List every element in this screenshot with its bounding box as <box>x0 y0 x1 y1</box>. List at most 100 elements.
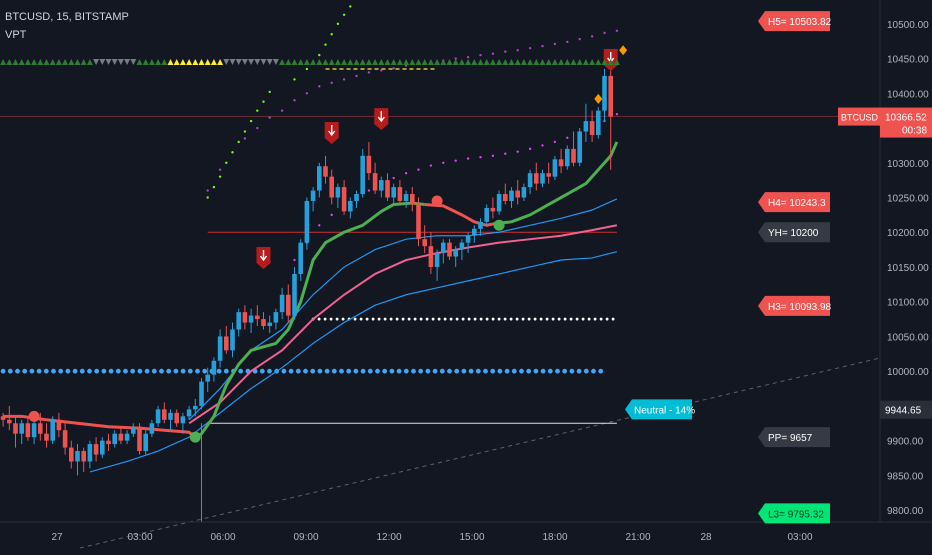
signal-triangle <box>186 59 193 65</box>
candle-body <box>372 173 378 191</box>
y-axis[interactable]: 10500.0010450.0010400.0010350.0010300.00… <box>887 20 929 517</box>
signal-triangle <box>347 59 354 65</box>
level-dot <box>591 368 596 374</box>
level-tag <box>758 427 830 448</box>
psar-dot <box>218 175 222 178</box>
psar-dot <box>342 78 346 81</box>
level-dot <box>195 368 200 374</box>
signal-triangle <box>508 59 515 65</box>
level-dot <box>295 368 301 374</box>
down-arrow-icon <box>377 111 385 123</box>
level-dot <box>396 368 402 374</box>
y-tick-label: 10100.00 <box>887 298 929 309</box>
signal-triangle <box>514 59 521 65</box>
psar-dot <box>349 5 352 8</box>
psar-dot <box>367 189 371 192</box>
y-tick-label: 9900.00 <box>887 437 924 448</box>
candle-body <box>490 207 496 212</box>
level-dot <box>425 317 429 321</box>
level-dot <box>353 368 359 374</box>
signal-triangle <box>117 59 124 65</box>
psar-dot <box>590 35 594 38</box>
candle-body <box>565 148 570 167</box>
signal-triangle <box>136 59 143 65</box>
level-dot <box>413 317 417 321</box>
candle-body <box>279 294 285 313</box>
signal-triangle <box>589 59 596 65</box>
candle-body <box>385 180 390 198</box>
level-dot <box>432 368 438 374</box>
level-dot <box>22 368 28 374</box>
trend-line <box>79 357 881 549</box>
signal-triangle <box>396 59 403 65</box>
level-dot <box>491 317 495 321</box>
level-dot <box>515 317 519 321</box>
signal-triangle <box>105 59 112 65</box>
signal-triangle <box>142 59 149 65</box>
signal-triangle <box>74 59 81 65</box>
level-dot <box>479 317 483 321</box>
signal-triangle <box>148 59 155 65</box>
candle-body <box>217 336 223 361</box>
psar-dot <box>566 40 569 44</box>
level-dot <box>259 368 265 374</box>
signal-triangle <box>86 59 93 65</box>
signal-triangle <box>477 59 484 65</box>
level-dot <box>611 317 615 321</box>
candle-body <box>379 180 384 191</box>
y-tick-label: 10150.00 <box>887 263 929 274</box>
level-dot <box>411 368 416 374</box>
level-dot <box>490 368 496 374</box>
candle-body <box>292 273 297 316</box>
candle-body <box>428 246 434 267</box>
level-dot <box>281 368 287 374</box>
y-tick-label: 10200.00 <box>887 228 929 239</box>
level-dot <box>583 368 589 374</box>
level-dot <box>51 368 56 374</box>
candle-body <box>118 433 124 441</box>
signal-triangle <box>223 59 230 65</box>
diamond-marker <box>619 45 628 56</box>
candle-body <box>69 447 74 462</box>
psar-dot <box>237 140 240 144</box>
psar-dot <box>336 22 340 26</box>
signal-triangle <box>582 59 589 65</box>
psar-dot <box>516 150 519 153</box>
x-axis[interactable]: 27 03:00 06:00 09:00 12:00 15:00 18:00 21:00 28 0… <box>51 532 813 543</box>
signal-row <box>0 59 620 65</box>
signal-triangle <box>378 59 385 65</box>
signal-triangle <box>502 59 509 65</box>
psar-dot <box>491 52 495 55</box>
level-dot <box>382 368 388 374</box>
candle-body <box>465 235 471 243</box>
trend-flip-marker <box>28 410 40 422</box>
level-dot <box>389 368 395 374</box>
psar-dot <box>417 168 420 171</box>
candle-body <box>50 419 55 441</box>
signal-triangle <box>409 59 416 65</box>
psar-dot <box>243 137 247 140</box>
y-tick-label: 9850.00 <box>887 471 924 482</box>
signal-triangle <box>353 59 360 65</box>
level-dot <box>159 368 164 374</box>
level-dot <box>575 317 579 321</box>
signal-triangle <box>465 59 472 65</box>
level-dot <box>173 368 179 374</box>
signal-triangle <box>37 59 44 65</box>
candle-body <box>441 242 446 254</box>
signal-triangle <box>111 59 118 65</box>
candle-body <box>546 173 551 177</box>
level-dot <box>115 368 121 374</box>
candle-body <box>19 423 24 434</box>
signal-triangle <box>55 59 62 65</box>
moving-average-line <box>188 224 618 425</box>
level-dot <box>468 368 474 374</box>
signal-triangle <box>322 59 329 65</box>
candle-body <box>416 204 421 240</box>
signal-triangle <box>260 59 267 65</box>
candle-body <box>186 409 192 417</box>
y-tick-label: 10000.00 <box>887 367 929 378</box>
candle-body <box>410 194 415 205</box>
signal-triangle <box>99 59 106 65</box>
